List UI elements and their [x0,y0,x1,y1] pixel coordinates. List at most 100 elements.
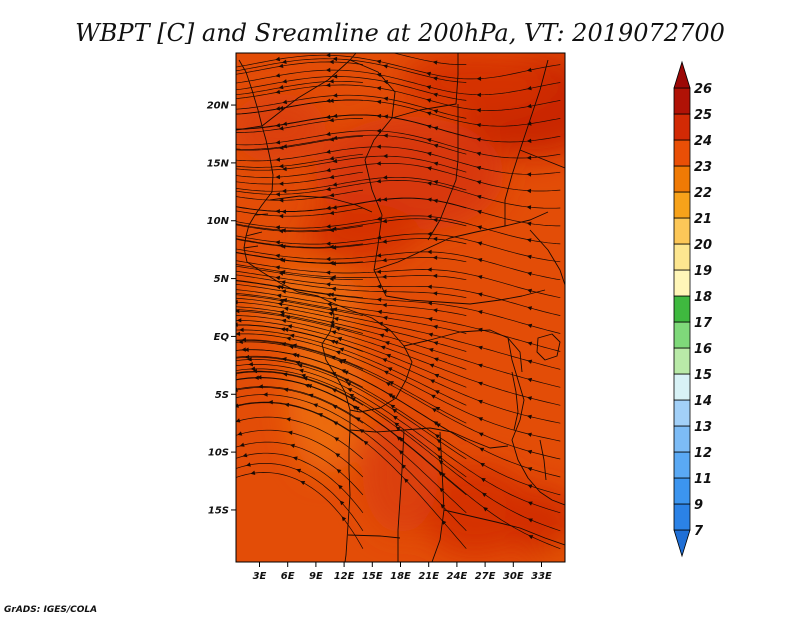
streamline-77 [236,402,364,442]
streamline-arrow [383,370,389,375]
streamline-75 [236,371,364,406]
x-tick-label: 9E [309,571,323,582]
streamline-arrow [329,156,335,161]
streamline-arrow [527,484,533,489]
streamline-arrow [476,180,482,185]
streamline-arrow [376,113,382,119]
streamline-arrow [433,109,439,114]
streamline-arrow [281,342,286,347]
streamline-arrow [329,244,334,249]
streamline-34 [236,155,467,173]
streamline-arrow [281,188,287,194]
colorbar-label: 7 [694,524,704,539]
streamline-arrow [395,426,401,431]
streamline-arrow [390,404,396,409]
streamline-arrow [275,275,281,281]
streamline-arrow [427,267,432,272]
streamline-arrow [329,308,335,313]
streamline-arrow [328,311,333,316]
streamline-arrow [250,366,256,371]
streamline-arrow [476,137,481,142]
streamline-43 [236,293,467,334]
streamline-arrow [477,275,483,280]
streamline-arrow [332,56,338,62]
streamline-arrow [435,406,441,411]
streamline-arrow [478,432,484,437]
streamline-arrow [268,400,273,405]
streamline-arrow [438,471,444,476]
streamline-arrow [382,64,388,69]
streamline-arrow [477,258,483,263]
streamline-arrow [385,382,391,387]
streamline-arrow [341,358,347,364]
streamline-arrow [276,293,282,298]
streamline-arrow [341,369,346,374]
streamline-51 [236,368,467,478]
streamline-arrow [241,337,247,342]
streamline-arrow [433,198,438,204]
streamline-arrow [383,79,388,85]
streamline-arrow [376,86,382,91]
streamline-2 [236,84,561,111]
streamline-arrow [431,408,437,413]
streamline-45 [236,310,467,370]
streamline-arrow [326,186,331,192]
colorbar-label: 22 [694,186,712,201]
border-north-4 [427,104,459,241]
streamline-arrow [282,121,288,126]
streamline-arrow [380,345,386,350]
streamline-arrow [282,144,287,149]
streamline-arrow [275,253,280,258]
colorbar-box [673,165,691,193]
streamline-arrow [329,137,334,142]
streamline-arrow [275,209,280,214]
border-east-lakes [507,337,565,506]
colorbar-label: 15 [694,368,712,383]
streamline-arrow [287,324,293,329]
border-east-2 [519,149,565,169]
streamline-arrow [275,56,281,62]
streamline-arrow [381,274,387,279]
streamline-0 [236,54,561,80]
streamline-arrow [332,93,338,98]
border-south-2 [397,429,405,562]
streamline-41 [236,274,467,299]
colorbar: 7 9 11 12 13 14 15 16 17 18 19 20 21 22 23 24 25 26 [673,60,713,558]
streamline-arrow [278,63,284,68]
streamline-arrow [281,357,287,362]
streamline-arrow [247,357,252,362]
streamline-arrow [236,300,238,305]
streamline-arrow [382,218,387,224]
streamline-arrow [434,390,440,395]
streamline-arrow [392,408,398,414]
streamline-arrow [329,117,334,123]
streamline-arrow [329,260,334,266]
streamline-31 [236,94,467,119]
border-central-2 [403,329,523,373]
field-patch-6 [306,203,420,262]
streamline-arrow [526,121,532,126]
streamline-arrow [282,372,288,377]
streamline-arrow [231,186,236,190]
temperature-patches [236,53,565,562]
border-mid-3 [385,289,546,305]
streamline-arrow [334,437,340,442]
streamline-arrow [283,306,289,311]
colorbar-label: 20 [694,238,712,253]
streamline-65 [236,224,363,233]
colorbar-box [673,477,691,505]
streamline-arrow [325,149,331,154]
streamline-arrow [341,516,347,522]
streamline-arrow [236,166,237,168]
streamline-38 [236,238,467,249]
streamline-arrow [236,358,237,360]
streamline-arrow [477,241,483,246]
streamline-arrow [376,72,382,78]
streamline-arrow [329,227,334,233]
streamline-arrow [275,240,280,245]
streamline-arrow [313,403,318,408]
streamline-arrow [252,368,258,374]
streamline-68 [236,265,363,281]
streamline-arrow [426,138,432,143]
streamline-arrow [329,59,334,65]
